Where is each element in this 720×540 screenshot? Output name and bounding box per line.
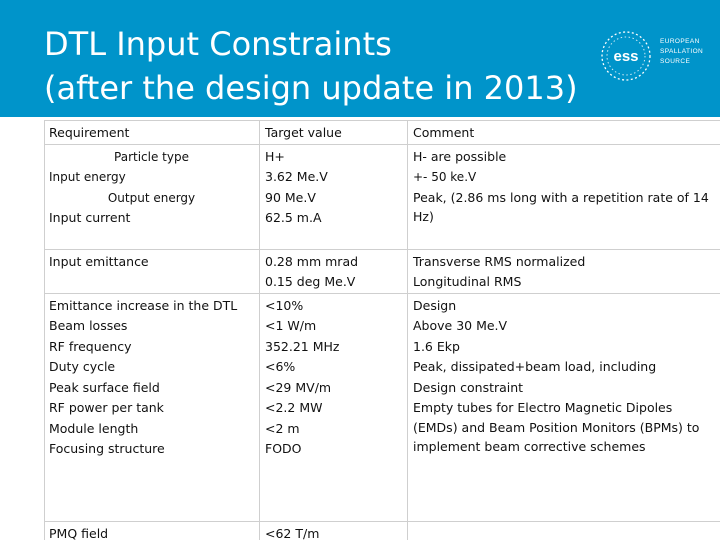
comment-cell: Design Above 30 Me.V 1.6 Ekp Peak, dissi… (407, 292, 720, 522)
req-output-energy: Output energy (107, 190, 196, 205)
requirement-cell: PMQ field (44, 520, 260, 540)
logo-line-3: SOURCE (660, 58, 691, 65)
table-row: Emittance increase in the DTL Beam losse… (44, 292, 720, 522)
comment-cell: H- are possible +- 50 ke.V Peak, (2.86 m… (407, 143, 720, 250)
requirement-cell: Input emittance (44, 248, 260, 294)
req-particle-type: Particle type (114, 149, 189, 164)
logo-mark: ess (613, 48, 638, 65)
ess-logo: ess EUROPEAN SPALLATION SOURCE (594, 26, 714, 86)
page-title-line-1: DTL Input Constraints (44, 25, 392, 63)
header-requirement: Requirement (44, 120, 260, 145)
target-cell: H+ 3.62 Me.V 90 Me.V 62.5 m.A (259, 143, 408, 250)
table-header-row: Requirement Target value Comment (44, 120, 720, 145)
logo-wordmark: EUROPEAN SPALLATION SOURCE (660, 37, 720, 67)
ess-logo-icon: ess (601, 31, 651, 81)
page-title-line-2: (after the design update in 2013) (44, 69, 578, 107)
table-row: Input emittance 0.28 mm mrad 0.15 deg Me… (44, 248, 720, 294)
target-cell: <62 T/m (259, 520, 408, 540)
comment-cell (407, 520, 720, 540)
comment-cell: Transverse RMS normalized Longitudinal R… (407, 248, 720, 294)
requirement-cell: Particle type Input energy Output energy… (44, 143, 260, 250)
logo-line-1: EUROPEAN (660, 38, 700, 45)
table-row: Particle type Input energy Output energy… (44, 143, 720, 250)
target-cell: 0.28 mm mrad 0.15 deg Me.V (259, 248, 408, 294)
title-banner: DTL Input Constraints (after the design … (0, 0, 720, 117)
target-cell: <10% <1 W/m 352.21 MHz <6% <29 MV/m <2.2… (259, 292, 408, 522)
table-row: PMQ field <62 T/m (44, 520, 720, 540)
req-input-energy: Input energy (49, 170, 126, 184)
logo-line-2: SPALLATION (660, 48, 704, 55)
header-target-value: Target value (259, 120, 408, 145)
page-title: DTL Input Constraints (after the design … (44, 22, 604, 110)
constraints-table: Requirement Target value Comment Particl… (44, 120, 720, 540)
requirement-cell: Emittance increase in the DTL Beam losse… (44, 292, 260, 522)
header-comment: Comment (407, 120, 720, 145)
req-input-current: Input current (49, 210, 131, 225)
